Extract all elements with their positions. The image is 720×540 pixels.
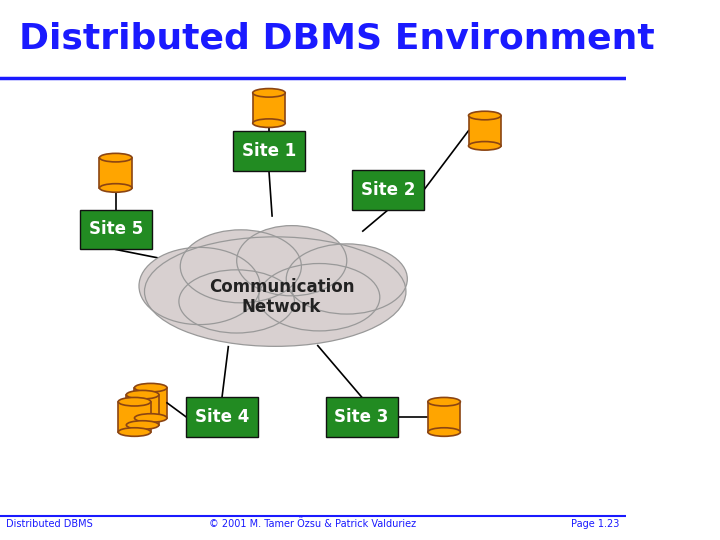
Ellipse shape [126,421,159,429]
Ellipse shape [118,428,150,436]
Text: Communication
Network: Communication Network [209,278,354,316]
Ellipse shape [253,89,285,97]
Ellipse shape [253,119,285,127]
FancyBboxPatch shape [233,131,305,171]
FancyBboxPatch shape [352,171,424,210]
Text: © 2001 M. Tamer Özsu & Patrick Valduriez: © 2001 M. Tamer Özsu & Patrick Valduriez [210,519,416,530]
Bar [126,395,159,425]
Ellipse shape [237,226,347,296]
Text: Site 1: Site 1 [242,142,296,160]
Ellipse shape [179,270,294,333]
Text: Distributed DBMS: Distributed DBMS [6,519,93,530]
Ellipse shape [126,390,159,399]
FancyBboxPatch shape [325,397,397,436]
Text: Page 1.23: Page 1.23 [571,519,619,530]
Ellipse shape [180,230,302,303]
Text: Distributed DBMS Environment: Distributed DBMS Environment [19,22,654,56]
Ellipse shape [118,397,150,406]
Text: Site 3: Site 3 [334,408,389,426]
Ellipse shape [469,111,501,120]
Bar [469,116,501,146]
Text: Site 5: Site 5 [89,220,143,239]
Ellipse shape [145,237,406,346]
Bar [135,388,167,418]
Bar [253,93,285,123]
FancyBboxPatch shape [80,210,152,249]
Ellipse shape [135,414,167,422]
Ellipse shape [99,153,132,162]
Ellipse shape [469,141,501,150]
Ellipse shape [258,264,380,331]
Ellipse shape [99,184,132,192]
Ellipse shape [139,247,260,325]
Ellipse shape [428,397,460,406]
Bar [118,402,150,432]
Ellipse shape [428,428,460,436]
Bar [428,402,460,432]
Text: Site 2: Site 2 [361,181,415,199]
FancyBboxPatch shape [186,397,258,436]
Text: Site 4: Site 4 [195,408,249,426]
Bar [99,158,132,188]
Ellipse shape [287,244,408,314]
Ellipse shape [135,383,167,392]
